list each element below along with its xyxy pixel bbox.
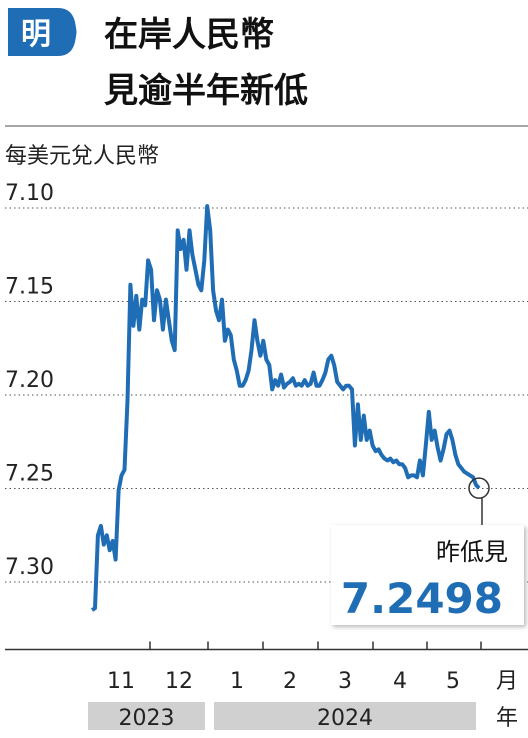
x-tick-label: 2 <box>283 669 297 694</box>
x-tick-label: 1 <box>230 669 244 694</box>
x-tick-label: 4 <box>393 669 407 694</box>
badge-arc <box>61 8 77 56</box>
line <box>90 204 481 612</box>
x-tick-label: 12 <box>165 669 193 694</box>
x-unit: 月 <box>496 669 518 694</box>
x-tick-label: 11 <box>107 669 135 694</box>
badge-bg <box>8 8 76 56</box>
year-band <box>214 702 476 730</box>
x-tick-label: 3 <box>338 669 352 694</box>
year-label: 2023 <box>119 706 175 731</box>
y-tick-label: 7.25 <box>5 462 54 487</box>
y-tick-label: 7.30 <box>5 555 54 580</box>
callout-marker <box>468 477 490 499</box>
year-label: 2024 <box>317 706 373 731</box>
x-tick-label: 5 <box>446 669 460 694</box>
chart-title: 見逾半年新低 <box>104 71 308 111</box>
callout-value: 7.2498 <box>341 574 503 623</box>
chart-title: 在岸人民幣 <box>104 15 274 55</box>
y-axis-label: 每美元兌人民幣 <box>5 144 159 169</box>
badge-text: 明 <box>21 17 51 52</box>
y-tick-label: 7.10 <box>5 181 54 206</box>
year-unit: 年 <box>496 706 518 731</box>
y-tick-label: 7.15 <box>5 275 54 300</box>
year-band <box>88 702 205 730</box>
annotation: 昨低見 <box>436 538 508 566</box>
callout-box <box>331 525 524 625</box>
y-tick-label: 7.20 <box>5 368 54 393</box>
